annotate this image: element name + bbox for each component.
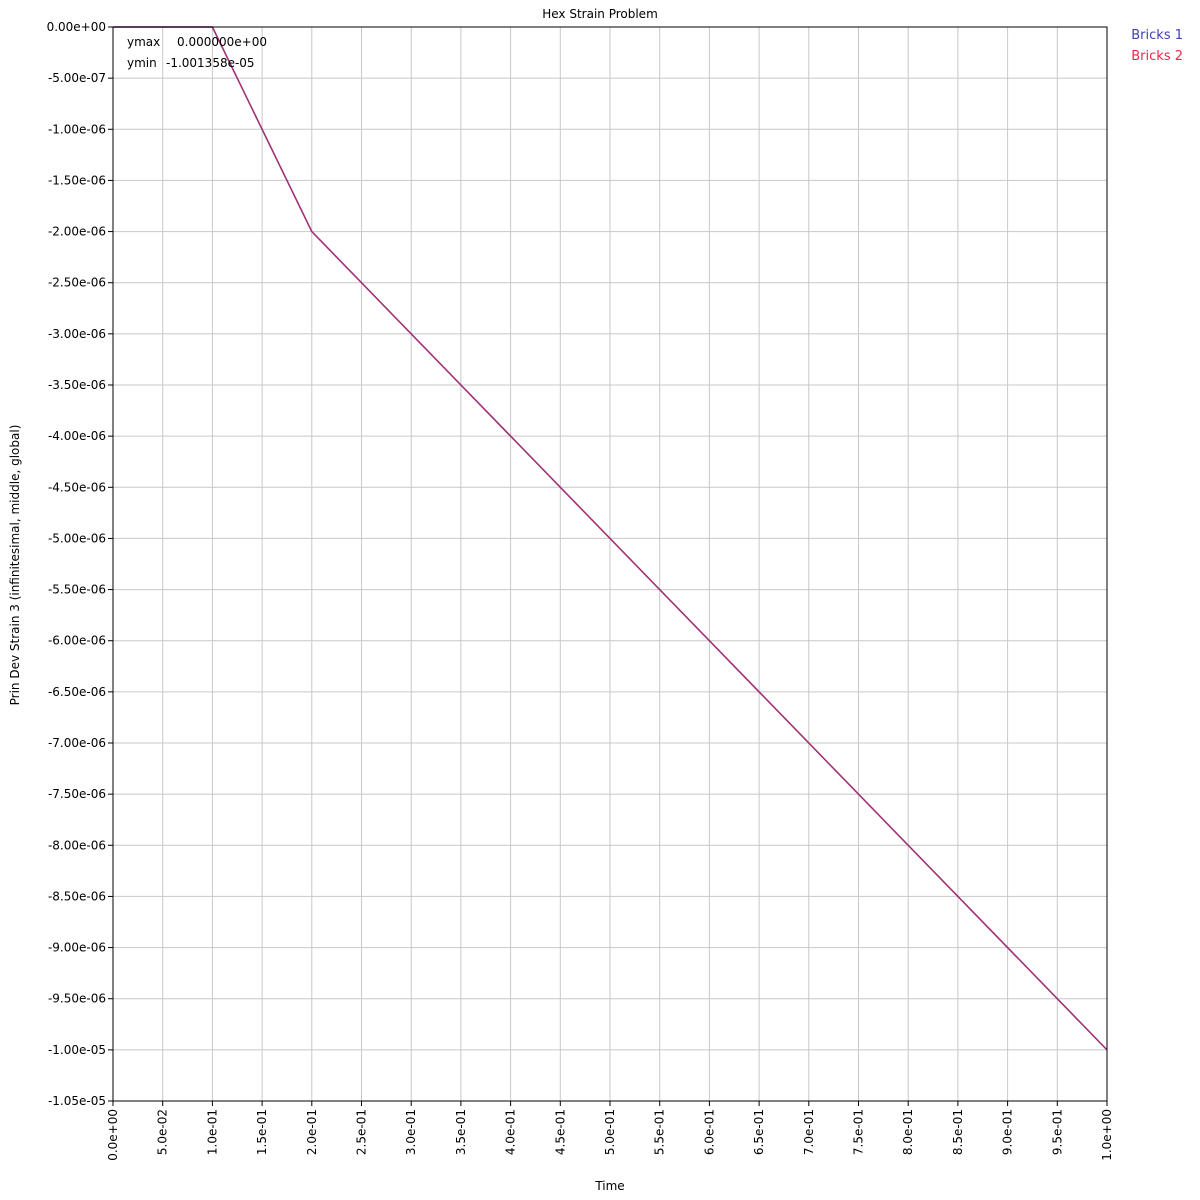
x-tick-label: 2.0e-01 [305,1109,319,1155]
y-tick-label: -9.00e-06 [48,941,106,955]
legend: Bricks 1 Bricks 2 [1131,28,1183,64]
y-tick-label: -8.50e-06 [48,889,106,903]
y-tick-label: -4.00e-06 [48,429,106,443]
y-tick-label: -1.05e-05 [48,1094,106,1108]
y-tick-label: -9.50e-06 [48,992,106,1006]
x-tick-label: 9.0e-01 [1001,1109,1015,1155]
ymin-value: -1.001358e-05 [166,56,255,70]
x-tick-label: 5.5e-01 [653,1109,667,1155]
y-tick-label: -7.00e-06 [48,736,106,750]
y-tick-label: -1.00e-05 [48,1043,106,1057]
y-tick-labels: 0.00e+00 -5.00e-07 -1.00e-06 -1.50e-06 -2.00… [47,20,113,1108]
legend-entry-bricks-1: Bricks 1 [1131,28,1183,43]
y-tick-label: -2.00e-06 [48,225,106,239]
y-axis-label: Prin Dev Strain 3 (infinitesimal, middle… [8,425,22,706]
y-tick-label: -2.50e-06 [48,276,106,290]
x-tick-label: 2.5e-01 [355,1109,369,1155]
ymin-label: ymin [127,56,157,70]
ymax-label: ymax [127,35,160,49]
y-tick-label: -6.00e-06 [48,634,106,648]
y-tick-label: -5.00e-07 [48,71,106,85]
x-tick-label: 8.0e-01 [901,1109,915,1155]
x-tick-label: 9.5e-01 [1050,1109,1064,1155]
x-tick-label: 7.0e-01 [802,1109,816,1155]
x-tick-label: 3.0e-01 [404,1109,418,1155]
x-tick-label: 4.5e-01 [553,1109,567,1155]
y-tick-label: -5.00e-06 [48,531,106,545]
x-tick-label: 0.0e+00 [106,1109,120,1161]
x-tick-labels: 0.0e+00 5.0e-02 1.0e-01 1.5e-01 2.0e-01 2.5e-… [106,1101,1114,1161]
y-tick-label: -1.50e-06 [48,173,106,187]
y-tick-label: -4.50e-06 [48,480,106,494]
y-tick-label: -3.00e-06 [48,327,106,341]
x-tick-label: 6.0e-01 [702,1109,716,1155]
x-tick-label: 5.0e-01 [603,1109,617,1155]
y-tick-label: -1.00e-06 [48,122,106,136]
ymax-value: 0.000000e+00 [177,35,267,49]
x-tick-label: 3.5e-01 [454,1109,468,1155]
y-tick-label: -7.50e-06 [48,787,106,801]
y-tick-label: 0.00e+00 [47,20,106,34]
stats-box: ymax 0.000000e+00 ymin -1.001358e-05 [127,35,267,70]
y-tick-label: -8.00e-06 [48,838,106,852]
y-tick-label: -6.50e-06 [48,685,106,699]
x-tick-label: 1.5e-01 [255,1109,269,1155]
y-tick-label: -5.50e-06 [48,583,106,597]
legend-entry-bricks-2: Bricks 2 [1131,49,1183,64]
grid [112,26,1108,1102]
x-tick-label: 6.5e-01 [752,1109,766,1155]
x-tick-label: 7.5e-01 [852,1109,866,1155]
x-tick-label: 4.0e-01 [504,1109,518,1155]
x-tick-label: 1.0e-01 [205,1109,219,1155]
x-tick-label: 1.0e+00 [1100,1109,1114,1161]
x-tick-label: 8.5e-01 [951,1109,965,1155]
y-tick-label: -3.50e-06 [48,378,106,392]
x-tick-label: 5.0e-02 [156,1109,170,1155]
chart-title: Hex Strain Problem [542,7,658,21]
x-axis-label: Time [594,1179,624,1193]
